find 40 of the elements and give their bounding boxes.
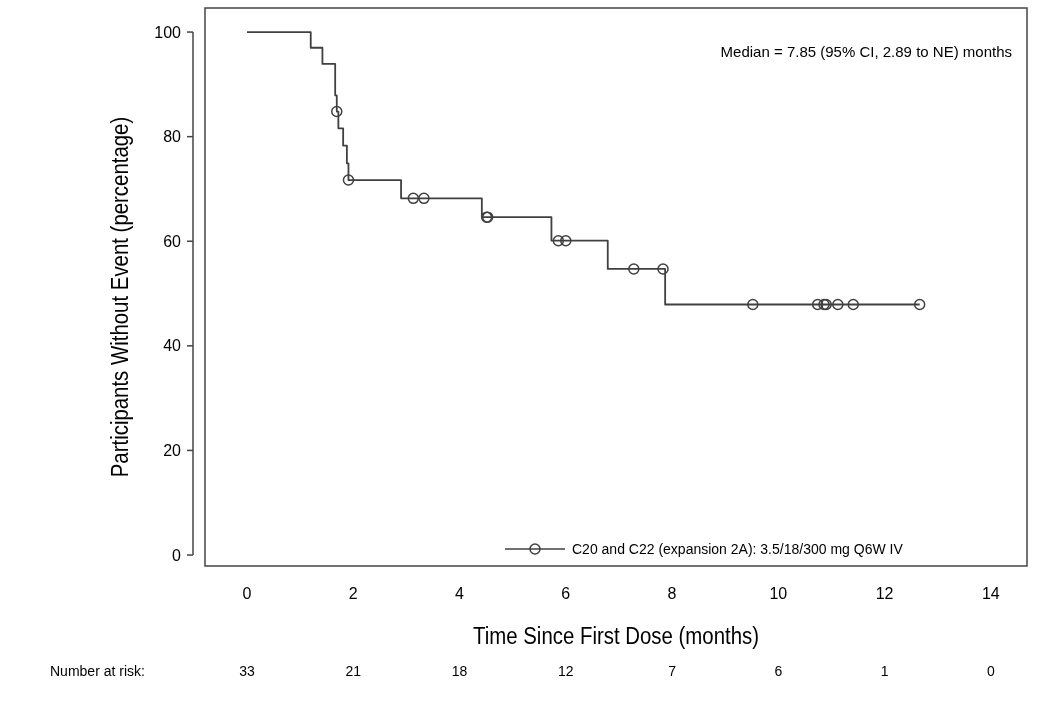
text: Number at risk: bbox=[50, 663, 145, 679]
text: 7 bbox=[668, 663, 677, 679]
x-tick-label: 4 bbox=[455, 585, 465, 602]
x-tick-label: 6 bbox=[561, 585, 571, 602]
point bbox=[552, 234, 565, 247]
y-tick-label: 80 bbox=[163, 128, 182, 146]
point bbox=[832, 298, 844, 311]
x-tick-label: 2 bbox=[348, 585, 358, 602]
x-tick-label: 10 bbox=[769, 585, 788, 602]
y-tick-label: 0 bbox=[172, 546, 182, 564]
x-tick-label: 12 bbox=[875, 585, 894, 602]
point bbox=[811, 298, 824, 311]
y-tick-label: 100 bbox=[154, 23, 182, 41]
point bbox=[331, 105, 343, 118]
text: 18 bbox=[451, 663, 468, 679]
y-tick-label: 60 bbox=[163, 232, 182, 250]
text: 1 bbox=[880, 663, 889, 679]
point bbox=[418, 192, 430, 205]
annotation: Median = 7.85 (95% CI, 2.89 to NE) months bbox=[720, 43, 1012, 60]
point bbox=[560, 234, 572, 247]
point bbox=[407, 192, 420, 205]
y-axis-title: Participants Without Event (percentage) bbox=[106, 116, 134, 478]
y-tick-label: 40 bbox=[163, 337, 182, 355]
point bbox=[847, 298, 859, 311]
point bbox=[747, 298, 759, 311]
text: 21 bbox=[345, 663, 362, 679]
point bbox=[342, 174, 355, 186]
x-axis-title: Time Since First Dose (months) bbox=[473, 622, 759, 650]
x-tick-label: 8 bbox=[667, 585, 677, 602]
point bbox=[913, 298, 926, 311]
legend-label: C20 and C22 (expansion 2A): 3.5/18/300 mg Q6W IV bbox=[572, 540, 904, 557]
x-tick-label: 0 bbox=[242, 585, 252, 602]
point bbox=[657, 263, 669, 275]
point bbox=[628, 263, 640, 275]
text: 0 bbox=[986, 663, 995, 679]
x-tick-label: 14 bbox=[981, 585, 1000, 602]
text: 6 bbox=[774, 663, 783, 679]
y-tick-label: 20 bbox=[163, 442, 182, 460]
text: 33 bbox=[239, 663, 255, 679]
text: 12 bbox=[558, 663, 574, 679]
